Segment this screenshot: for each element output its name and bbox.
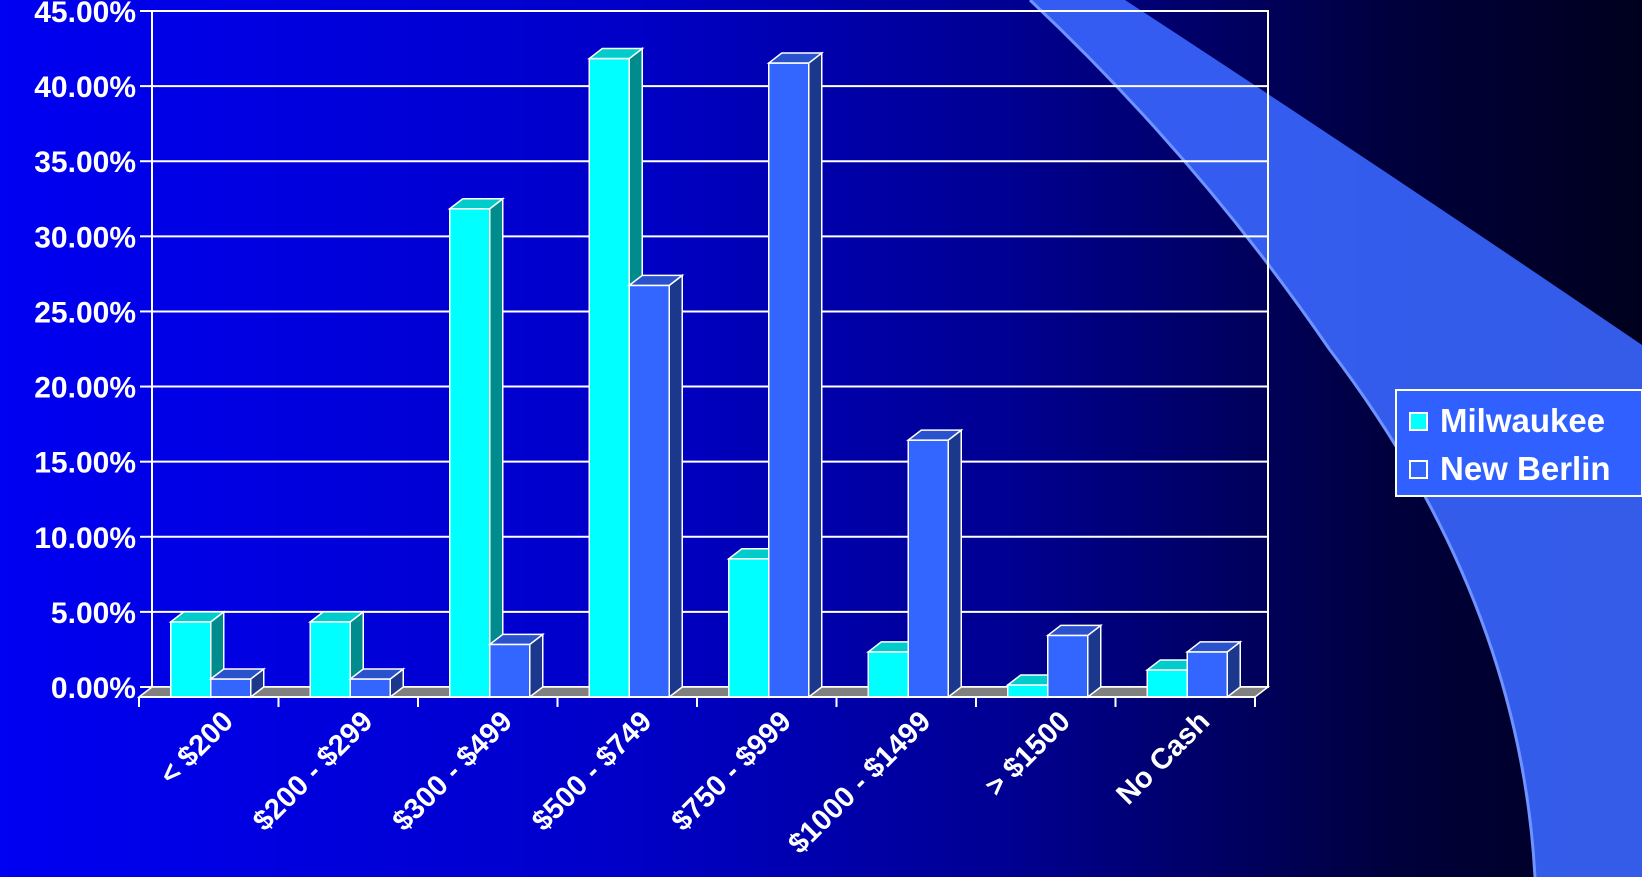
legend: Milwaukee New Berlin xyxy=(1395,389,1642,497)
x-category-label: No Cash xyxy=(1110,705,1216,811)
bar-new-berlin-1-top xyxy=(348,668,406,680)
y-tick-label: 45.00% xyxy=(34,0,136,29)
bar-new-berlin-6-top xyxy=(1045,624,1103,637)
bar-milwaukee-1 xyxy=(309,621,351,698)
legend-swatch-milwaukee xyxy=(1409,411,1428,431)
bar-milwaukee-1-top xyxy=(308,611,366,623)
legend-label-milwaukee: Milwaukee xyxy=(1440,402,1606,439)
bar-new-berlin-3 xyxy=(628,284,670,698)
bar-milwaukee-6 xyxy=(1007,684,1049,698)
bar-new-berlin-2-top xyxy=(487,633,545,646)
bar-new-berlin-3-side xyxy=(668,273,683,699)
bar-milwaukee-2-side xyxy=(489,197,504,699)
bar-milwaukee-2 xyxy=(449,208,491,698)
y-tick-label: 35.00% xyxy=(34,146,136,179)
y-tick-label: 0.00% xyxy=(51,672,136,705)
bar-new-berlin-7 xyxy=(1186,651,1228,698)
bar-milwaukee-0-top xyxy=(168,611,226,623)
y-tick-label: 40.00% xyxy=(34,71,136,104)
y-tick-label: 30.00% xyxy=(34,221,136,254)
legend-label-new-berlin: New Berlin xyxy=(1440,450,1611,487)
x-category-label: $200 - $299 xyxy=(247,705,379,837)
y-tick-label: 15.00% xyxy=(34,447,136,480)
bar-milwaukee-5 xyxy=(867,651,909,698)
y-tick-label: 25.00% xyxy=(34,296,136,329)
legend-item-milwaukee: Milwaukee xyxy=(1409,397,1641,445)
x-category-label: $750 - $999 xyxy=(666,705,798,837)
bar-new-berlin-5-top xyxy=(906,429,964,441)
x-category-label: $500 - $749 xyxy=(526,705,658,837)
bar-milwaukee-2-top xyxy=(447,198,505,210)
y-tick-label: 20.00% xyxy=(34,372,136,405)
legend-item-new-berlin: New Berlin xyxy=(1409,445,1641,493)
bar-milwaukee-0 xyxy=(170,621,212,698)
bar-new-berlin-2 xyxy=(489,643,531,698)
y-tick-label: 10.00% xyxy=(34,522,136,555)
y-tick-label: 5.00% xyxy=(51,597,136,630)
bar-new-berlin-4-side xyxy=(808,51,823,699)
bar-new-berlin-7-top xyxy=(1185,641,1243,653)
legend-swatch-new-berlin xyxy=(1409,459,1428,479)
bar-new-berlin-3-top xyxy=(627,274,685,287)
bar-new-berlin-4-top xyxy=(766,52,824,64)
x-category-label: > $1500 xyxy=(979,705,1076,802)
bar-new-berlin-0-top xyxy=(208,668,266,680)
x-category-label: $300 - $499 xyxy=(387,705,519,837)
bar-milwaukee-3 xyxy=(588,57,630,698)
bar-new-berlin-5-side xyxy=(947,428,962,699)
bar-milwaukee-3-top xyxy=(587,47,645,60)
bar-new-berlin-5 xyxy=(907,439,949,698)
x-category-label: $1000 - $1499 xyxy=(782,705,937,860)
bar-milwaukee-7 xyxy=(1146,669,1188,698)
bar-new-berlin-6 xyxy=(1047,634,1089,698)
bar-new-berlin-6-side xyxy=(1087,623,1102,699)
bar-milwaukee-4 xyxy=(728,558,770,698)
bar-new-berlin-1 xyxy=(349,678,391,698)
x-category-label: < $200 xyxy=(154,705,240,791)
bar-new-berlin-4 xyxy=(768,62,810,698)
plot-area xyxy=(151,10,1269,688)
bar-new-berlin-0 xyxy=(210,678,252,698)
